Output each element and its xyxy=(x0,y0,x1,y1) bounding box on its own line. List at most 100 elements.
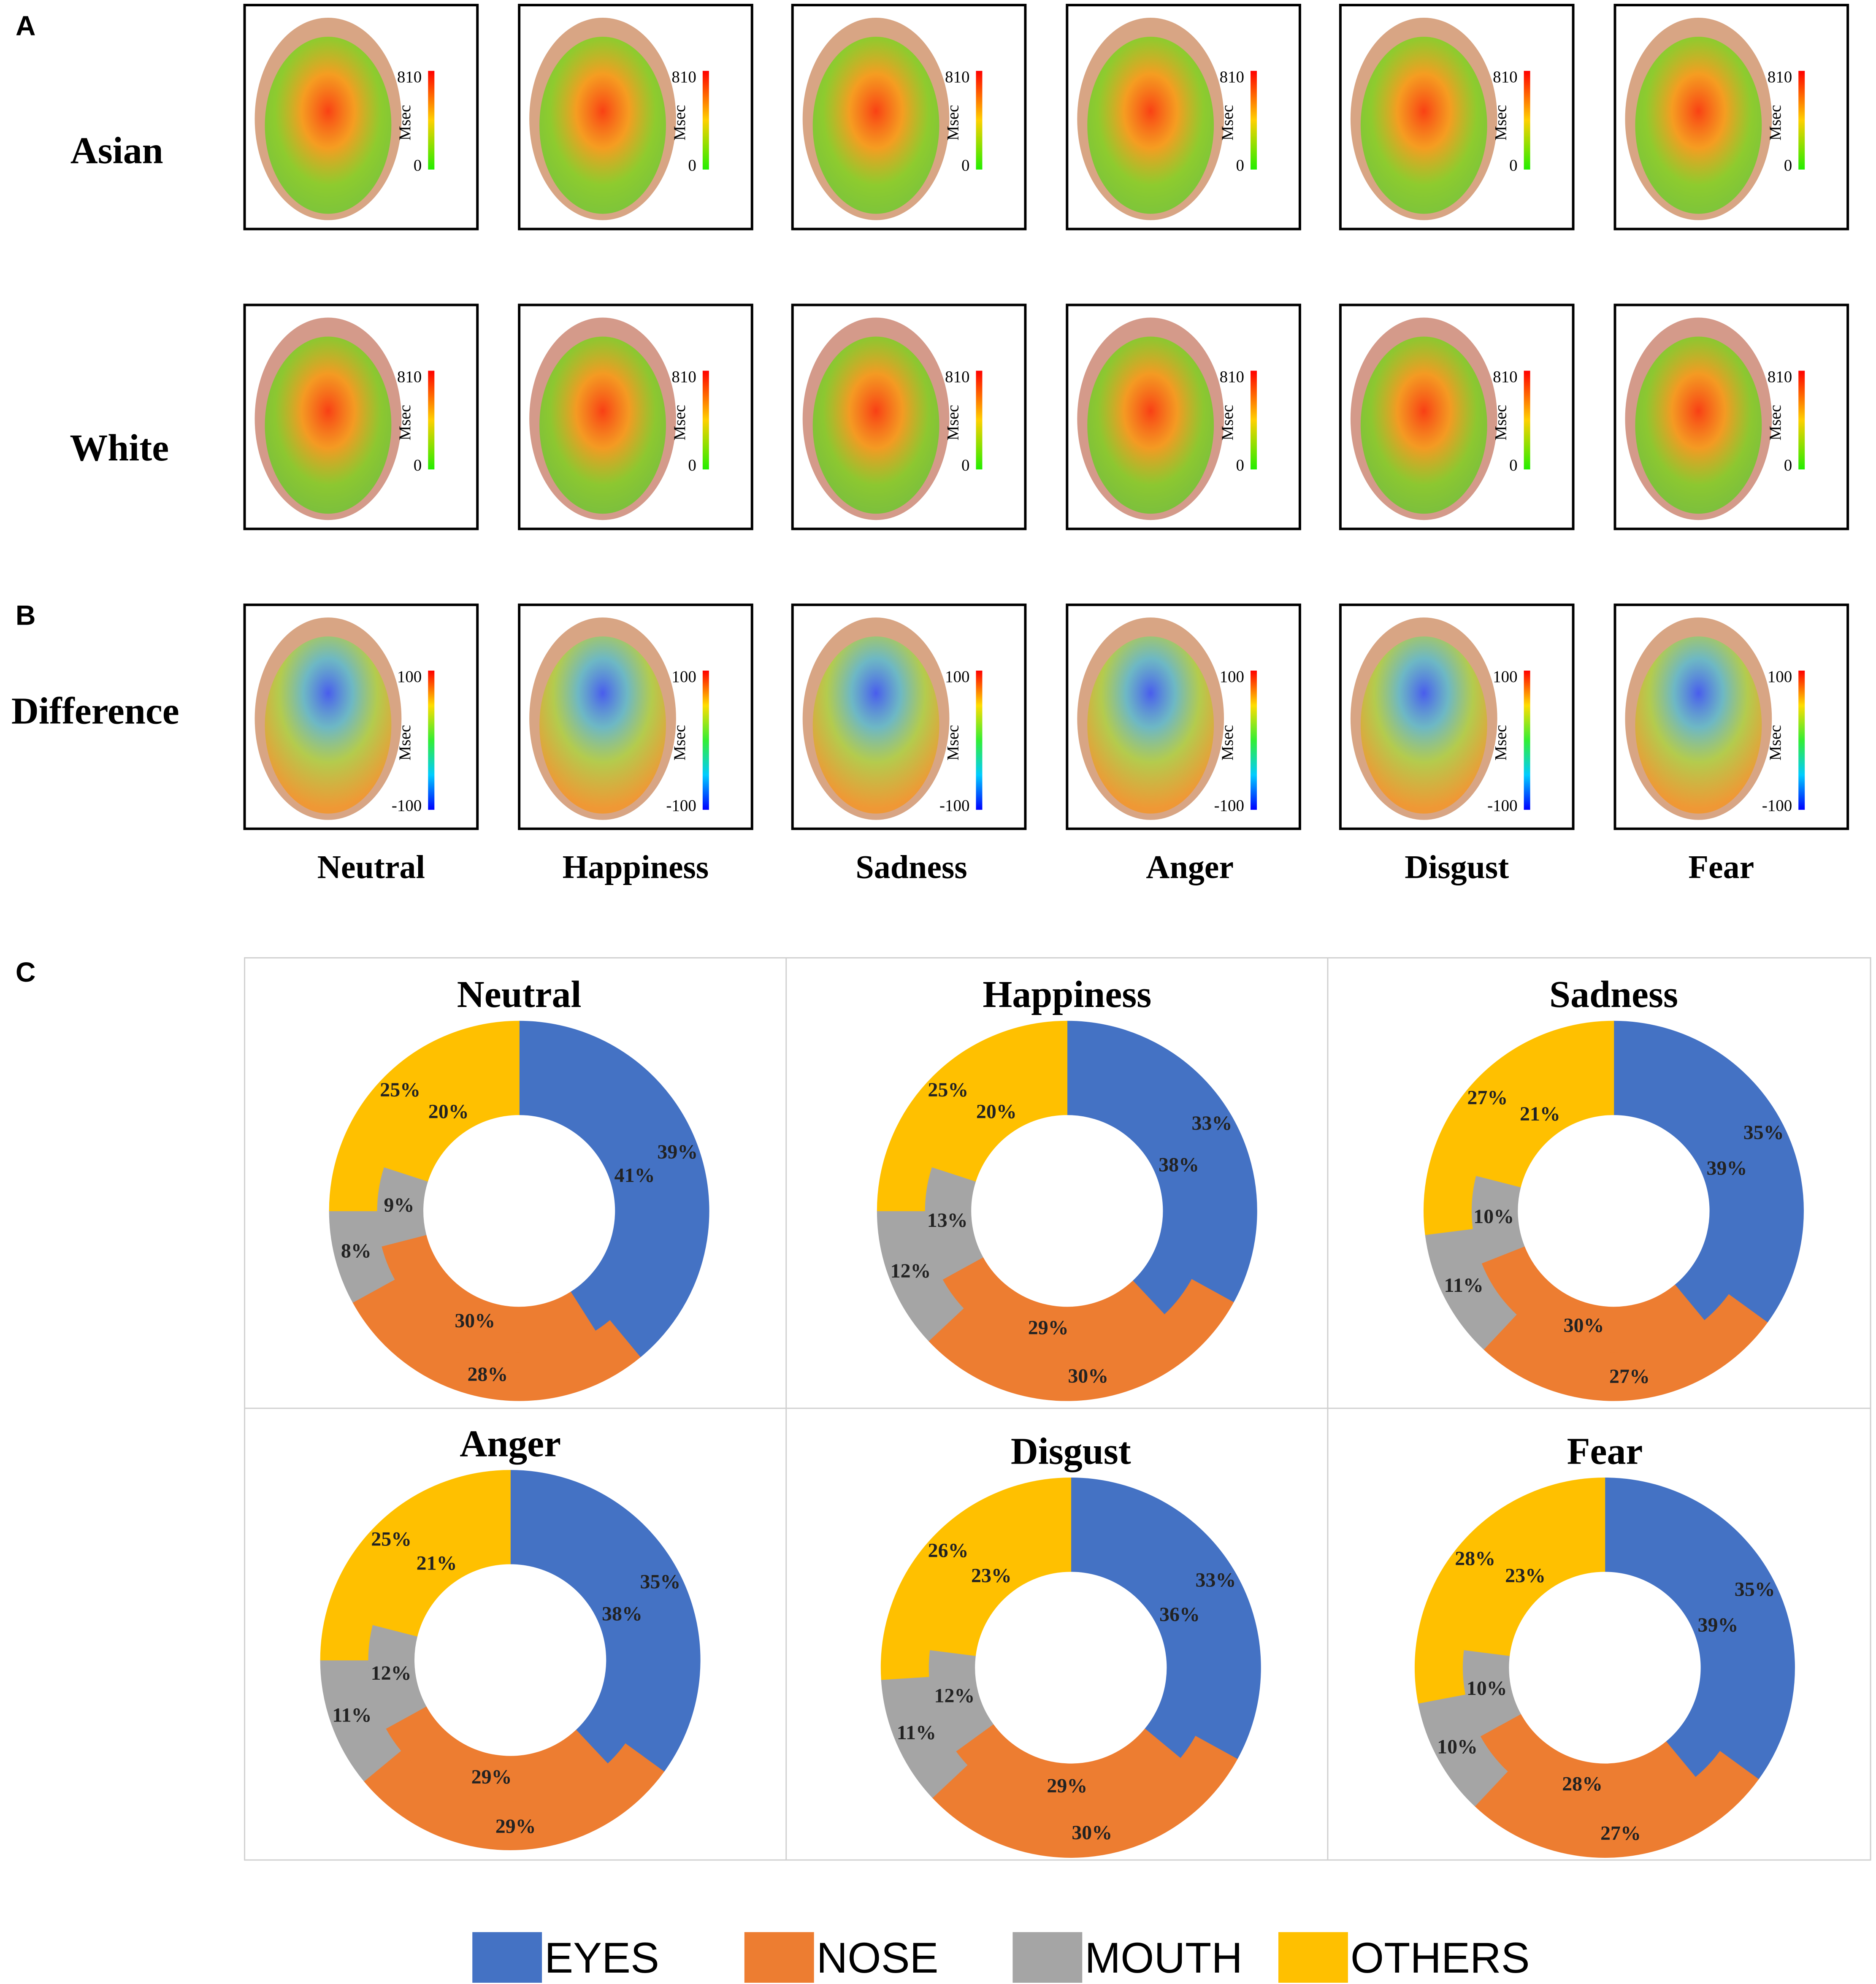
colorbar xyxy=(1798,670,1805,810)
row-label: Asian xyxy=(70,130,163,171)
heat-overlay xyxy=(539,336,666,514)
data-label: 29% xyxy=(495,1815,536,1838)
data-label: 39% xyxy=(1707,1157,1747,1180)
colorbar-min: -100 xyxy=(666,797,696,815)
donut-segment xyxy=(1476,1069,1614,1188)
data-label: 20% xyxy=(976,1101,1017,1123)
data-label: 13% xyxy=(927,1209,968,1232)
chart-title: Disgust xyxy=(1011,1430,1131,1472)
donut-segment xyxy=(510,1518,652,1764)
colorbar-min: 0 xyxy=(1236,157,1244,175)
colorbar-max: 810 xyxy=(397,68,422,86)
donut-segment xyxy=(385,1706,608,1803)
colorbar-min: 0 xyxy=(961,157,969,175)
chart-title: Neutral xyxy=(457,974,582,1015)
donut-segment xyxy=(956,1724,1181,1810)
data-label: 35% xyxy=(640,1570,680,1593)
colorbar xyxy=(702,670,709,810)
donut-segment xyxy=(384,1069,520,1182)
colorbar xyxy=(976,670,983,810)
donut-segment xyxy=(381,1234,596,1353)
legend-swatch xyxy=(472,1932,542,1983)
heat-overlay xyxy=(1087,336,1214,514)
data-label: 38% xyxy=(602,1603,642,1625)
column-label: Fear xyxy=(1688,849,1754,885)
donut-segment xyxy=(1604,1525,1747,1778)
data-label: 10% xyxy=(1467,1677,1507,1700)
data-label: 36% xyxy=(1159,1603,1200,1626)
data-label: 11% xyxy=(1444,1274,1483,1297)
colorbar-max: 100 xyxy=(397,668,422,686)
colorbar xyxy=(702,70,709,170)
data-label: 21% xyxy=(417,1552,457,1574)
colorbar-max: 100 xyxy=(1220,668,1244,686)
data-label: 10% xyxy=(1473,1205,1514,1228)
data-label: 20% xyxy=(428,1101,469,1123)
data-label: 23% xyxy=(1505,1564,1546,1587)
donut-segment xyxy=(1613,1069,1756,1321)
heat-overlay xyxy=(812,336,939,514)
colorbar-unit: Msec xyxy=(1492,725,1510,761)
data-label: 33% xyxy=(1196,1569,1236,1592)
colorbar-min: -100 xyxy=(939,797,969,815)
colorbar-max: 810 xyxy=(1768,368,1792,386)
data-label: 39% xyxy=(657,1141,698,1163)
colorbar-min: 0 xyxy=(1509,456,1517,474)
data-label: 27% xyxy=(1600,1822,1641,1844)
data-label: 25% xyxy=(928,1079,968,1101)
colorbar-max: 810 xyxy=(945,368,969,386)
colorbar-unit: Msec xyxy=(396,725,414,761)
colorbar-min: -100 xyxy=(392,797,422,815)
heat-overlay xyxy=(1087,36,1214,214)
colorbar-unit: Msec xyxy=(944,405,962,440)
data-label: 21% xyxy=(1520,1103,1560,1125)
data-label: 29% xyxy=(1028,1316,1069,1339)
heat-overlay xyxy=(1635,336,1762,514)
colorbar xyxy=(1524,371,1530,470)
legend-swatch xyxy=(744,1932,814,1983)
colorbar xyxy=(1524,70,1530,170)
colorbar-min: 0 xyxy=(688,157,696,175)
data-label: 11% xyxy=(332,1704,371,1727)
colorbar-max: 810 xyxy=(1220,368,1244,386)
data-label: 12% xyxy=(891,1260,931,1282)
row-label: Difference xyxy=(11,690,179,732)
data-label: 29% xyxy=(471,1766,512,1788)
legend-label: OTHERS xyxy=(1351,1934,1530,1982)
data-label: 28% xyxy=(1455,1547,1495,1570)
heat-overlay xyxy=(1360,336,1487,514)
colorbar-max: 100 xyxy=(1493,668,1517,686)
data-label: 35% xyxy=(1735,1578,1775,1600)
heat-overlay xyxy=(1635,36,1762,214)
colorbar-min: 0 xyxy=(1509,157,1517,175)
colorbar xyxy=(428,371,435,470)
data-label: 27% xyxy=(1467,1086,1508,1109)
colorbar-unit: Msec xyxy=(1218,405,1237,440)
data-label: 28% xyxy=(1562,1773,1603,1795)
colorbar-max: 100 xyxy=(945,668,969,686)
panel-label: A xyxy=(16,10,36,41)
chart-title: Fear xyxy=(1567,1430,1643,1472)
colorbar-max: 100 xyxy=(1768,668,1792,686)
colorbar-max: 810 xyxy=(1768,68,1792,86)
donut-segment xyxy=(1067,1069,1209,1315)
heat-overlay xyxy=(265,336,392,514)
colorbar-unit: Msec xyxy=(396,105,414,141)
column-label: Disgust xyxy=(1405,849,1509,885)
colorbar-min: -100 xyxy=(1214,797,1244,815)
colorbar-unit: Msec xyxy=(1492,405,1510,440)
data-label: 29% xyxy=(1047,1775,1087,1797)
data-label: 30% xyxy=(1068,1365,1108,1387)
data-label: 33% xyxy=(1192,1112,1232,1134)
colorbar-max: 810 xyxy=(671,68,696,86)
data-label: 12% xyxy=(371,1662,411,1684)
data-label: 10% xyxy=(1437,1736,1478,1758)
data-label: 25% xyxy=(380,1079,420,1101)
data-label: 38% xyxy=(1159,1153,1199,1176)
heat-overlay xyxy=(539,36,666,214)
data-label: 28% xyxy=(467,1363,508,1386)
heat-overlay xyxy=(812,636,939,814)
donut-segment xyxy=(519,1069,661,1331)
colorbar-max: 810 xyxy=(1493,68,1517,86)
